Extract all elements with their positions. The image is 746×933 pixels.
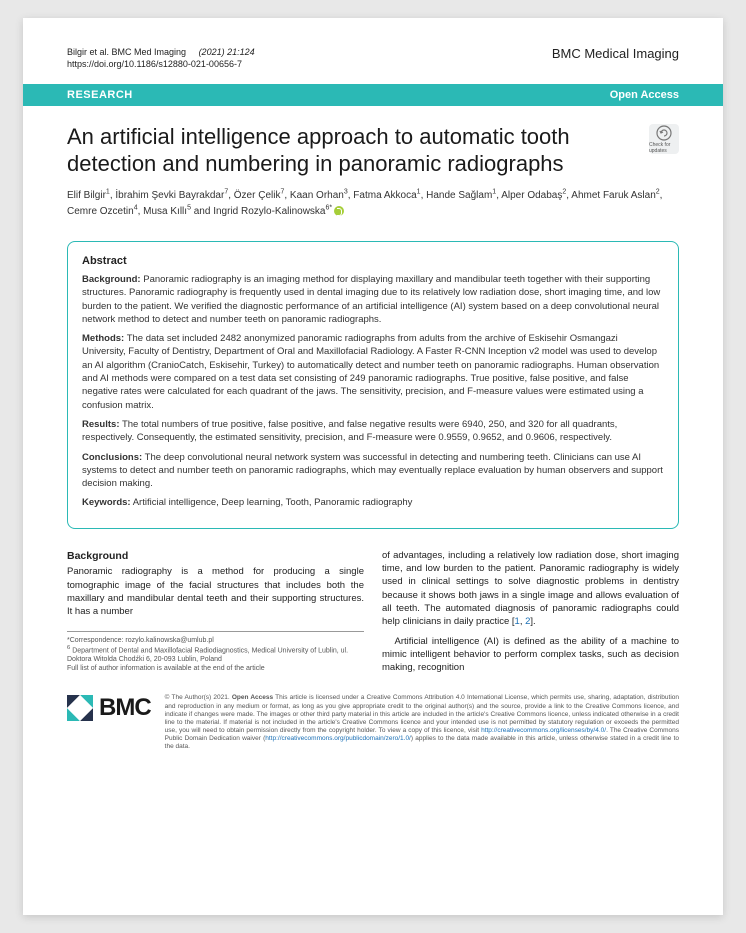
citation-issue: (2021) 21:124 xyxy=(199,47,255,57)
orcid-icon[interactable] xyxy=(334,206,344,216)
license-openaccess: Open Access xyxy=(232,694,273,701)
citation-authors: Bilgir et al. BMC Med Imaging xyxy=(67,47,186,57)
abstract-results-text: The total numbers of true positive, fals… xyxy=(82,419,617,443)
citation-block: Bilgir et al. BMC Med Imaging (2021) 21:… xyxy=(67,46,255,70)
abstract-keywords: Keywords: Artificial intelligence, Deep … xyxy=(82,496,664,509)
bmc-logo: BMC xyxy=(67,694,151,722)
doi-link[interactable]: https://doi.org/10.1186/s12880-021-00656… xyxy=(67,59,242,69)
open-access-label: Open Access xyxy=(610,89,679,101)
article-title: An artificial intelligence approach to a… xyxy=(67,124,639,178)
abstract-heading: Abstract xyxy=(82,254,664,269)
abstract-conclusions-label: Conclusions: xyxy=(82,452,142,463)
authors-text: Elif Bilgir1, İbrahim Şevki Bayrakdar7, … xyxy=(67,190,662,216)
abstract-background-text: Panoramic radiography is an imaging meth… xyxy=(82,274,660,325)
abstract-keywords-label: Keywords: xyxy=(82,497,131,508)
abstract-box: Abstract Background: Panoramic radiograp… xyxy=(67,241,679,529)
background-p3: Artificial intelligence (AI) is defined … xyxy=(382,635,679,675)
abstract-results-label: Results: xyxy=(82,419,119,430)
bg-p2a-end: ]. xyxy=(530,616,535,627)
abstract-conclusions: Conclusions: The deep convolutional neur… xyxy=(82,451,664,491)
background-heading: Background xyxy=(67,549,364,564)
check-updates-badge[interactable]: Check for updates xyxy=(649,124,679,154)
license-link-cc0[interactable]: http://creativecommons.org/publicdomain/… xyxy=(265,735,411,742)
abstract-conclusions-text: The deep convolutional neural network sy… xyxy=(82,452,663,490)
abstract-background-label: Background: xyxy=(82,274,141,285)
journal-name: BMC Medical Imaging xyxy=(552,46,679,61)
abstract-methods: Methods: The data set included 2482 anon… xyxy=(82,332,664,412)
update-badge-label: Check for updates xyxy=(649,142,679,154)
license-link-cc[interactable]: http://creativecommons.org/licenses/by/4… xyxy=(481,727,606,734)
footer-row: BMC © The Author(s) 2021. Open Access Th… xyxy=(67,694,679,751)
license-pre: © The Author(s) 2021. xyxy=(165,694,232,701)
abstract-methods-label: Methods: xyxy=(82,333,124,344)
correspondence-block: *Correspondence: rozylo.kalinowska@umlub… xyxy=(67,631,364,674)
paper-page: Bilgir et al. BMC Med Imaging (2021) 21:… xyxy=(23,18,723,915)
background-p1: Panoramic radiography is a method for pr… xyxy=(67,565,364,618)
update-icon xyxy=(656,125,672,141)
author-list: Elif Bilgir1, İbrahim Şevki Bayrakdar7, … xyxy=(67,188,679,219)
abstract-background: Background: Panoramic radiography is an … xyxy=(82,273,664,326)
corr-fulllist: Full list of author information is avail… xyxy=(67,664,364,673)
corr-email: *Correspondence: rozylo.kalinowska@umlub… xyxy=(67,636,364,645)
corr-affil: 6 Department of Dental and Maxillofacial… xyxy=(67,645,364,665)
header-bar: Bilgir et al. BMC Med Imaging (2021) 21:… xyxy=(67,46,679,70)
abstract-methods-text: The data set included 2482 anonymized pa… xyxy=(82,333,659,410)
bmc-logo-text: BMC xyxy=(99,694,151,722)
abstract-keywords-text: Artificial intelligence, Deep learning, … xyxy=(133,497,413,508)
body-columns: Background Panoramic radiography is a me… xyxy=(67,549,679,681)
background-p2: of advantages, including a relatively lo… xyxy=(382,549,679,629)
category-ribbon: RESEARCH Open Access xyxy=(23,84,723,106)
corr-affil-text: Department of Dental and Maxillofacial R… xyxy=(67,647,348,663)
body-col-right: of advantages, including a relatively lo… xyxy=(382,549,679,681)
bmc-logo-mark xyxy=(67,695,93,721)
article-category: RESEARCH xyxy=(67,89,133,101)
bg-p3-text: Artificial intelligence (AI) is defined … xyxy=(382,636,679,674)
body-col-left: Background Panoramic radiography is a me… xyxy=(67,549,364,681)
license-text: © The Author(s) 2021. Open Access This a… xyxy=(165,694,679,751)
abstract-results: Results: The total numbers of true posit… xyxy=(82,418,664,445)
